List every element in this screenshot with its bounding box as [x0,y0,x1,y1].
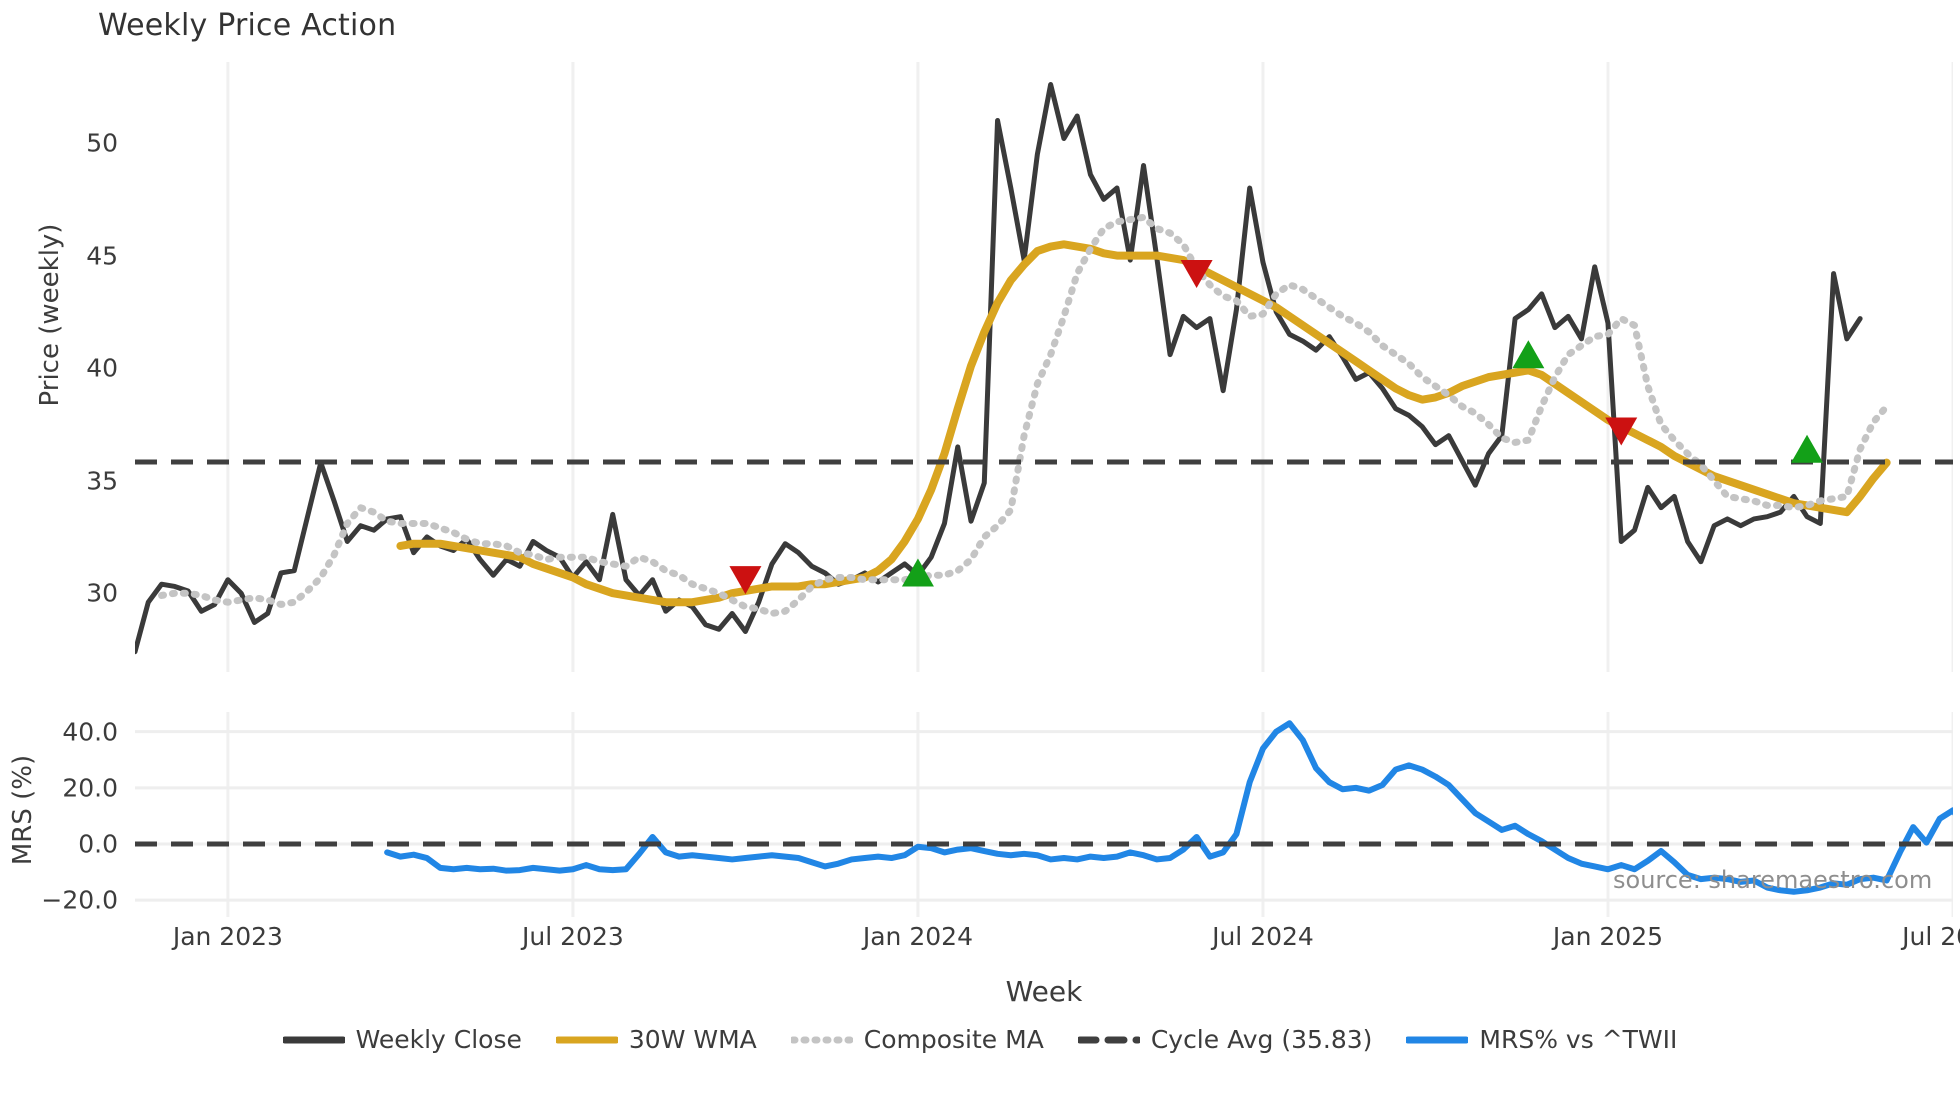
legend-swatch-icon [790,1031,853,1049]
buy-marker-icon [1791,434,1824,463]
mrs-plot-area [135,712,1953,917]
legend-label: 30W WMA [628,1025,757,1054]
x-tick-1: Jul 2023 [522,922,624,951]
mrs-y-tick-2: 0.0 [78,829,118,859]
buy-marker-icon [901,558,934,587]
price-y-tick-0: 30 [86,578,118,608]
source-watermark: source: sharemaestro.com [1613,866,1933,894]
legend-label: Cycle Avg (35.83) [1150,1025,1373,1054]
legend-swatch-icon [282,1031,345,1049]
legend-item-30w-wma[interactable]: 30W WMA [555,1025,757,1054]
mrs-y-tick-0: 40.0 [62,717,118,747]
mrs-y-tick-1: 20.0 [62,773,118,803]
price-y-axis-label: Price (weekly) [35,223,65,407]
legend-item-weekly-close[interactable]: Weekly Close [282,1025,522,1054]
sell-marker-icon [729,566,762,595]
price-y-tick-4: 50 [86,128,118,158]
legend-item-cycle-avg-35-83-[interactable]: Cycle Avg (35.83) [1077,1025,1373,1054]
mrs-chart-svg [135,712,1953,917]
x-tick-0: Jan 2023 [172,922,283,951]
legend-item-mrs-vs-twii[interactable]: MRS% vs ^TWII [1406,1025,1677,1054]
chart-title: Weekly Price Action [98,8,397,43]
legend-item-composite-ma[interactable]: Composite MA [790,1025,1044,1054]
x-tick-4: Jan 2025 [1552,922,1664,951]
price-y-tick-2: 40 [86,353,118,383]
price-plot-area [135,62,1953,672]
price-y-axis-ticks: 30 35 40 45 50 [0,62,118,672]
x-tick-5: Jul 2025 [1902,922,1960,951]
mrs-series-line [384,720,1953,895]
price-y-tick-1: 35 [86,466,118,496]
mrs-y-tick-3: −20.0 [41,885,118,915]
price-series-composite-ma [158,213,1891,617]
x-axis-label: Week [1005,975,1083,1008]
chart-legend: Weekly Close 30W WMA Composite MA Cycle Avg… [0,1025,1960,1054]
price-series-30w-wma [396,240,1891,607]
legend-label: Weekly Close [355,1025,522,1054]
x-axis-ticks: Jan 2023 Jul 2023 Jan 2024 Jul 2024 Jan 2025… [135,922,1960,962]
mrs-y-axis-ticks: 40.0 20.0 0.0 −20.0 [0,712,118,917]
price-chart-svg [135,62,1953,672]
legend-swatch-icon [1406,1031,1469,1049]
mrs-y-axis-label: MRS (%) [8,754,38,866]
legend-label: Composite MA [863,1025,1044,1054]
sell-marker-icon [1180,259,1213,288]
legend-swatch-icon [1077,1031,1140,1049]
price-y-tick-3: 45 [86,241,118,271]
legend-label: MRS% vs ^TWII [1479,1025,1678,1054]
price-series-weekly-close [135,82,1863,655]
x-tick-3: Jul 2024 [1212,922,1314,951]
buy-marker-icon [1512,340,1545,369]
legend-swatch-icon [555,1031,618,1049]
x-tick-2: Jan 2024 [862,922,973,951]
sell-marker-icon [1605,417,1638,446]
